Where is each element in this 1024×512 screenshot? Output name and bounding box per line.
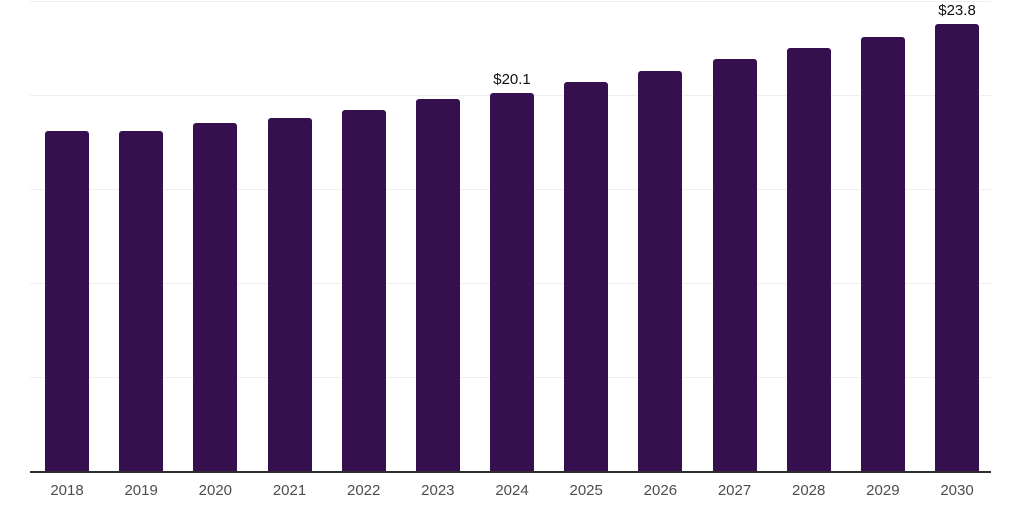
bar-2025[interactable] (564, 81, 609, 472)
bar-2018[interactable] (45, 130, 89, 472)
bar-2026[interactable] (638, 70, 683, 472)
x-axis-tick-label-2020: 2020 (198, 482, 233, 499)
x-axis-tick-label-2030: 2030 (940, 482, 974, 499)
x-axis-tick-label-2025: 2025 (569, 482, 603, 499)
bar-2028[interactable] (786, 48, 831, 472)
bar-2027[interactable] (712, 59, 757, 472)
x-axis-tick-label-2019: 2019 (124, 482, 158, 499)
x-axis-tick-label-2023: 2023 (421, 482, 455, 499)
bar-2029[interactable] (860, 36, 905, 472)
x-axis-tick-label-2027: 2027 (717, 482, 752, 499)
bar-value-label-2024: $20.1 (493, 71, 531, 89)
bar-value-label-2030: $23.8 (938, 1, 976, 19)
bar-2021[interactable] (267, 117, 312, 472)
x-axis-tick-label-2028: 2028 (792, 482, 826, 499)
x-axis-tick-label-2029: 2029 (866, 482, 900, 499)
bar-2020[interactable] (193, 123, 238, 472)
x-axis-tick-label-2024: 2024 (495, 482, 529, 499)
x-axis-line (30, 471, 991, 473)
bar-2022[interactable] (341, 110, 386, 472)
x-axis-tick-label-2022: 2022 (346, 482, 381, 499)
gridline-25 (30, 1, 991, 2)
x-axis-tick-label-2018: 2018 (50, 482, 84, 499)
x-axis-tick-label-2026: 2026 (643, 482, 678, 499)
bar-2019[interactable] (119, 130, 164, 472)
bar-2030[interactable] (935, 23, 980, 472)
bar-2023[interactable] (415, 98, 460, 472)
bar-2024[interactable] (490, 93, 535, 472)
x-axis-tick-label-2021: 2021 (272, 482, 307, 499)
